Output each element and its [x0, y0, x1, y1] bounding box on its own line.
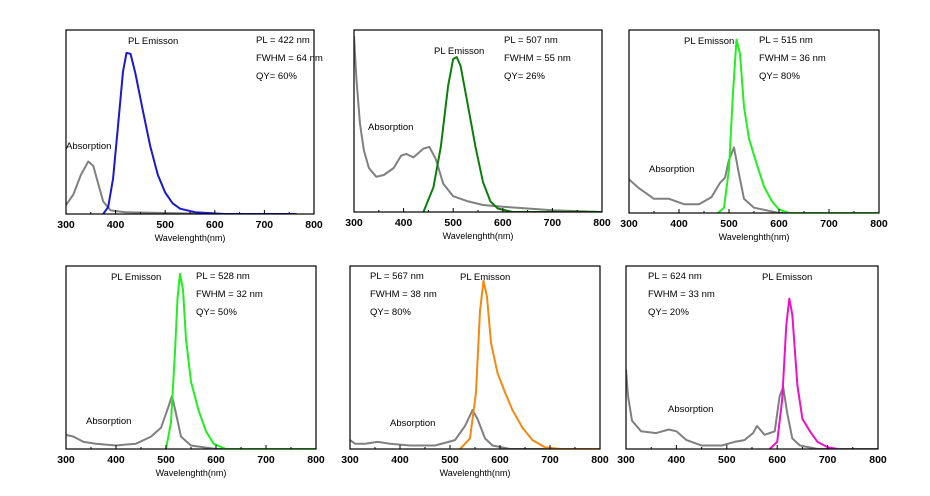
- pl-emission-label: PL Emisson: [434, 46, 484, 57]
- info-line-1: PL = 422 nm: [256, 35, 310, 46]
- info-line-3: QY= 26%: [504, 71, 545, 82]
- x-axis-label: Wavelenghth(nm): [155, 233, 226, 243]
- x-tick-label: 300: [617, 454, 635, 466]
- x-tick-label: 700: [820, 218, 838, 230]
- pl-emission-label: PL Emisson: [460, 272, 510, 283]
- absorption-label: Absorption: [86, 416, 131, 427]
- x-tick-label: 600: [206, 219, 224, 231]
- x-tick-label: 300: [345, 217, 363, 229]
- panel-2: 300 400 500 600 700 800 Wavelenghth(nm) PL = 50…: [345, 29, 611, 241]
- x-tick-label: 300: [341, 454, 359, 466]
- x-tick-label: 400: [395, 217, 413, 229]
- x-tick-label: 500: [444, 217, 462, 229]
- x-tick-label: 700: [257, 454, 275, 466]
- pl-emission-label: PL Emisson: [762, 272, 812, 283]
- info-line-2: FWHM = 38 nm: [370, 289, 437, 300]
- info-line-2: FWHM = 64 nm: [256, 53, 323, 64]
- info-line-1: PL = 567 nm: [370, 271, 424, 282]
- x-axis-label: Wavelenghth(nm): [719, 232, 790, 242]
- info-line-3: QY= 60%: [256, 71, 297, 82]
- pl-emission-curve: [768, 297, 838, 449]
- x-axis-label: Wavelenghth(nm): [440, 468, 511, 478]
- info-line-3: QY= 20%: [648, 307, 689, 318]
- x-tick-label: 800: [870, 218, 888, 230]
- panel-3: 300 400 500 600 700 800 Wavelenghth(nm) PL = 51…: [620, 29, 888, 242]
- pl-emission-curve: [422, 56, 602, 212]
- pl-emission-curve: [102, 51, 297, 214]
- info-line-2: FWHM = 36 nm: [759, 53, 826, 64]
- x-tick-label: 400: [107, 454, 125, 466]
- x-tick-label: 500: [157, 454, 175, 466]
- panel-4: 300 400 500 600 700 800 Wavelenghth(nm) PL = 52…: [57, 265, 325, 478]
- x-tick-label: 600: [207, 454, 225, 466]
- panel-6: 300 400 500 600 700 800 PL = 624 nm FWHM = 33 n…: [617, 265, 887, 466]
- absorption-curve: [66, 160, 297, 214]
- x-tick-label: 800: [307, 454, 325, 466]
- pl-emission-curve: [165, 272, 316, 449]
- x-tick-label: 600: [494, 217, 512, 229]
- x-axis-label: Wavelenghth(nm): [443, 231, 514, 241]
- x-tick-label: 400: [670, 218, 688, 230]
- pl-emission-label: PL Emisson: [128, 36, 178, 47]
- x-tick-label: 700: [544, 217, 562, 229]
- absorption-label: Absorption: [668, 404, 713, 415]
- absorption-curve: [629, 146, 879, 213]
- pl-emission-label: PL Emisson: [684, 36, 734, 47]
- info-line-1: PL = 528 nm: [196, 271, 250, 282]
- x-tick-label: 700: [541, 454, 559, 466]
- pl-emission-curve: [459, 279, 600, 449]
- x-tick-label: 800: [593, 217, 611, 229]
- x-tick-label: 700: [819, 454, 837, 466]
- absorption-curve: [626, 369, 878, 449]
- absorption-label: Absorption: [649, 164, 694, 175]
- x-tick-label: 600: [768, 454, 786, 466]
- absorption-curve: [350, 409, 600, 449]
- panel-1: 300 400 500 600 700 800 Wavelenghth(nm) PL = 42…: [57, 29, 323, 243]
- x-tick-label: 500: [720, 218, 738, 230]
- info-line-3: QY= 50%: [196, 307, 237, 318]
- x-tick-label: 400: [391, 454, 409, 466]
- absorption-curve: [66, 394, 316, 449]
- x-tick-label: 500: [156, 219, 174, 231]
- info-line-2: FWHM = 33 nm: [648, 289, 715, 300]
- info-line-2: FWHM = 32 nm: [196, 289, 263, 300]
- x-tick-label: 500: [718, 454, 736, 466]
- info-line-1: PL = 624 nm: [648, 271, 702, 282]
- x-tick-label: 300: [57, 454, 75, 466]
- x-tick-label: 600: [770, 218, 788, 230]
- absorption-label: Absorption: [390, 418, 435, 429]
- info-line-2: FWHM = 55 nm: [504, 53, 571, 64]
- plot-grid: 300 400 500 600 700 800 Wavelenghth(nm) PL = 42…: [57, 29, 888, 478]
- x-tick-label: 700: [256, 219, 274, 231]
- x-tick-label: 800: [305, 219, 323, 231]
- absorption-label: Absorption: [368, 122, 413, 133]
- panel-5: 300 400 500 600 700 800 Wavelenghth(nm) PL = 56…: [341, 265, 609, 478]
- x-tick-label: 500: [441, 454, 459, 466]
- info-line-1: PL = 507 nm: [504, 35, 558, 46]
- pl-emission-curve: [717, 38, 879, 213]
- pl-emission-label: PL Emisson: [111, 272, 161, 283]
- x-tick-label: 400: [668, 454, 686, 466]
- x-tick-label: 300: [620, 218, 638, 230]
- x-tick-label: 800: [869, 454, 887, 466]
- absorption-curve: [354, 35, 602, 212]
- x-tick-label: 800: [591, 454, 609, 466]
- info-line-3: QY= 80%: [759, 71, 800, 82]
- info-line-1: PL = 515 nm: [759, 35, 813, 46]
- absorption-label: Absorption: [66, 141, 111, 152]
- plot-frame: [628, 29, 880, 214]
- x-axis-label: Wavelenghth(nm): [156, 468, 227, 478]
- x-tick-label: 400: [107, 219, 125, 231]
- x-tick-label: 300: [57, 219, 75, 231]
- x-tick-label: 600: [491, 454, 509, 466]
- info-line-3: QY= 80%: [370, 307, 411, 318]
